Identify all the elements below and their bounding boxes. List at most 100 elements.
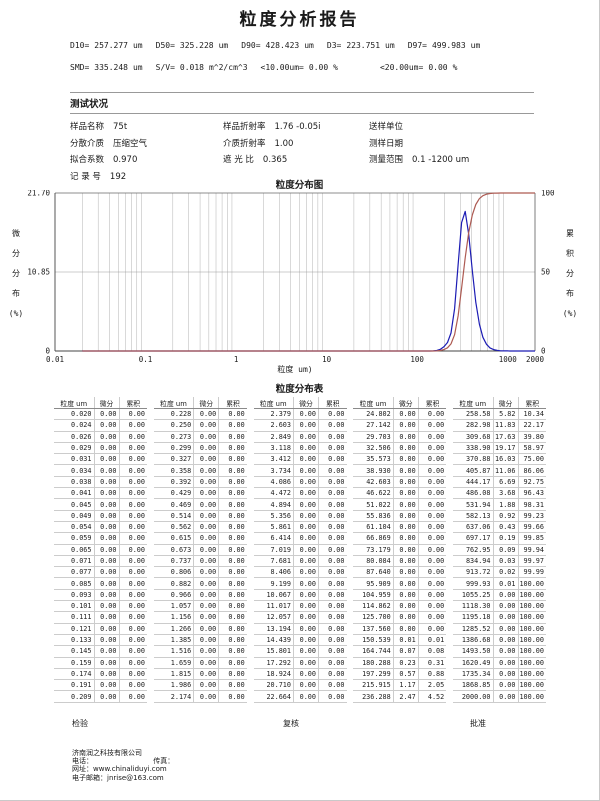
summary-item-unit: %: [452, 63, 458, 72]
cell-diff: 0.00: [193, 544, 219, 556]
right-axis-title: 积: [566, 248, 574, 258]
table-row: 46.622 0.00 0.00: [353, 487, 447, 500]
table-row: 1386.68 0.00 100.00: [453, 634, 546, 647]
cell-cum: 92.75: [517, 476, 546, 489]
table-row: 17.292 0.00 0.00: [253, 657, 347, 669]
cell-diff: 0.00: [93, 566, 119, 579]
summary-item-value: 223.751: [346, 41, 381, 50]
cell-cum: 0.00: [118, 600, 147, 613]
cell-diff: 11.06: [492, 464, 518, 477]
cell-diff: 0.00: [93, 532, 119, 545]
cell-cum: 0.00: [318, 532, 347, 545]
cell-diff: 0.00: [293, 668, 319, 681]
cell-diff: 0.00: [93, 690, 119, 703]
cell-diff: 0.00: [293, 521, 319, 534]
condition-label: 测量范围: [369, 155, 404, 165]
website-label: 网址：: [72, 765, 93, 774]
table-row: 0.562 0.00 0.00: [153, 521, 247, 534]
table-row: 0.392 0.00 0.00: [153, 476, 247, 489]
cell-size: 0.049: [54, 510, 94, 522]
summary-item-label: D50=: [155, 41, 175, 50]
cell-size: 215.915: [353, 679, 394, 692]
cell-size: 0.054: [54, 521, 94, 534]
cell-diff: 0.00: [93, 600, 119, 613]
cell-diff: 0.00: [193, 566, 219, 579]
cell-diff: 0.00: [93, 623, 119, 635]
condition-value: 压缩空气: [113, 138, 148, 149]
cell-cum: 0.01: [417, 634, 447, 647]
cell-diff: 0.00: [193, 668, 219, 681]
cell-size: 0.020: [54, 408, 94, 421]
summary-item: D90= 428.423 um: [241, 41, 314, 50]
cell-size: 7.681: [253, 555, 294, 568]
cell-size: 1.266: [153, 623, 194, 635]
summary-item-label: <20.00um=: [379, 63, 424, 72]
summary-item: D10= 257.277 um: [70, 41, 143, 50]
cell-diff: 0.00: [293, 419, 319, 432]
cell-cum: 0.00: [218, 408, 247, 421]
cell-diff: 0.02: [492, 566, 518, 579]
cell-diff: 0.00: [293, 589, 319, 602]
cell-size: 0.673: [153, 544, 194, 556]
cell-cum: 0.00: [318, 498, 347, 511]
table-row: 2.603 0.00 0.00: [253, 419, 347, 432]
cell-size: 338.90: [453, 442, 493, 455]
cell-diff: 0.00: [293, 498, 319, 511]
cell-cum: 0.00: [318, 544, 347, 556]
cell-diff: 0.00: [492, 589, 518, 602]
table-row: 73.179 0.00 0.00: [353, 544, 447, 556]
series-cumulative: [82, 192, 535, 352]
cell-diff: 0.00: [392, 453, 419, 466]
cell-size: 1.516: [153, 645, 194, 658]
table-row: 913.72 0.02 99.99: [453, 566, 546, 579]
condition-value: 0.1 -1200 um: [412, 155, 470, 165]
cell-size: 104.959: [353, 589, 394, 602]
table-row: 80.084 0.00 0.00: [353, 555, 447, 568]
cell-size: 6.414: [253, 532, 294, 545]
cell-diff: 0.07: [392, 645, 419, 658]
cell-cum: 0.00: [218, 634, 247, 647]
cell-size: 1386.68: [453, 634, 493, 647]
table-row: 150.539 0.01 0.01: [353, 634, 447, 647]
cell-cum: 0.08: [417, 645, 447, 658]
cell-cum: 0.00: [118, 544, 147, 556]
cell-cum: 0.00: [318, 589, 347, 602]
cell-size: 0.133: [54, 634, 94, 647]
cell-size: 0.966: [153, 589, 194, 602]
cell-diff: 0.00: [392, 431, 419, 443]
cell-diff: 0.00: [293, 487, 319, 500]
cell-cum: 0.00: [118, 487, 147, 500]
table-row: 697.17 0.19 99.85: [453, 532, 546, 545]
cell-size: 197.299: [353, 668, 394, 681]
cell-size: 834.94: [453, 555, 493, 568]
cell-diff: 0.19: [492, 532, 518, 545]
cell-size: 5.356: [253, 510, 294, 522]
cell-diff: 0.00: [93, 544, 119, 556]
cell-cum: 0.00: [118, 589, 147, 602]
cell-cum: 0.00: [218, 589, 247, 602]
x-axis-tick: 100: [410, 355, 424, 364]
cell-size: 0.392: [153, 476, 194, 489]
table-row: 42.603 0.00 0.00: [353, 476, 447, 489]
condition-field: 遮 光 比 0.365: [223, 153, 369, 165]
table-row: 14.439 0.00 0.00: [253, 634, 347, 647]
cell-diff: 0.00: [93, 577, 119, 590]
summary-item-value: 0.00: [308, 63, 329, 72]
cell-size: 0.209: [54, 690, 94, 703]
cell-cum: 99.99: [517, 566, 546, 579]
condition-value: 1.76 -0.05i: [274, 122, 321, 132]
cell-cum: 0.00: [417, 544, 447, 556]
cell-cum: 22.17: [517, 419, 546, 432]
cell-diff: 0.00: [293, 566, 319, 579]
cell-diff: 0.00: [392, 566, 419, 579]
cell-cum: 0.00: [118, 555, 147, 568]
table-row: 0.737 0.00 0.00: [153, 555, 247, 568]
table-header-row: 粒度 um 微分 累积: [253, 397, 347, 409]
table-group: 粒度 um 微分 累积 24.802 0.00 0.00 27.142 0.00 0.00 29.…: [353, 397, 447, 703]
cell-cum: 0.00: [417, 510, 447, 522]
condition-label: 遮 光 比: [223, 155, 254, 165]
cell-diff: 0.00: [392, 442, 419, 455]
cell-diff: 0.00: [392, 532, 419, 545]
cell-cum: 0.00: [218, 566, 247, 579]
left-axis-title: 分: [12, 249, 20, 258]
